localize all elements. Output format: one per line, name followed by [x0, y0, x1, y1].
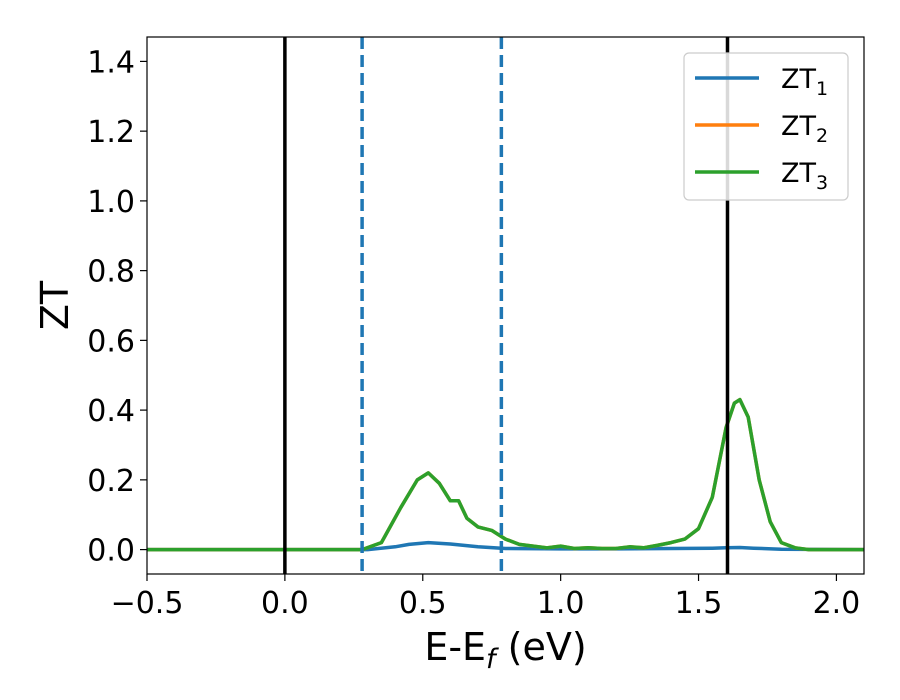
x-tick-label: 1.0: [537, 586, 585, 621]
y-tick-label: 0.6: [87, 324, 135, 359]
y-tick-label: 1.2: [87, 115, 135, 150]
x-tick-label: 2.0: [813, 586, 861, 621]
axes: −0.5 0.0 0.5 1.0 1.5 2.0 0.0 0.2 0.4 0.6 0.8 1.0 1.2…: [33, 36, 865, 675]
y-tick-label: 0.0: [87, 534, 135, 569]
legend-box: [683, 52, 849, 201]
vertical-markers: [283, 37, 730, 574]
legend-label: ZT3: [781, 158, 828, 194]
y-tick-label: 0.2: [87, 464, 135, 499]
series-layer: [147, 397, 864, 552]
legend-label: ZT1: [781, 64, 828, 100]
y-tick-label: 1.0: [87, 185, 135, 220]
y-tick-label: 0.4: [87, 394, 135, 429]
x-tick-label: −0.5: [111, 586, 184, 621]
x-tick-label: 0.0: [261, 586, 309, 621]
x-tick-label: 0.5: [399, 586, 447, 621]
series-line-zt1: [147, 540, 864, 552]
series-line-zt2: [147, 397, 864, 552]
y-tick-label: 0.8: [87, 255, 135, 290]
legend: ZT1 ZT2 ZT3: [683, 52, 849, 201]
y-axis-label: ZT: [33, 280, 77, 330]
x-axis-label: E-Ef (eV): [424, 625, 586, 675]
x-tick-label: 1.5: [675, 586, 723, 621]
legend-label: ZT2: [781, 111, 828, 147]
plot-frame: [146, 36, 865, 575]
y-tick-label: 1.4: [87, 45, 135, 80]
series-line-zt3: [147, 397, 864, 552]
